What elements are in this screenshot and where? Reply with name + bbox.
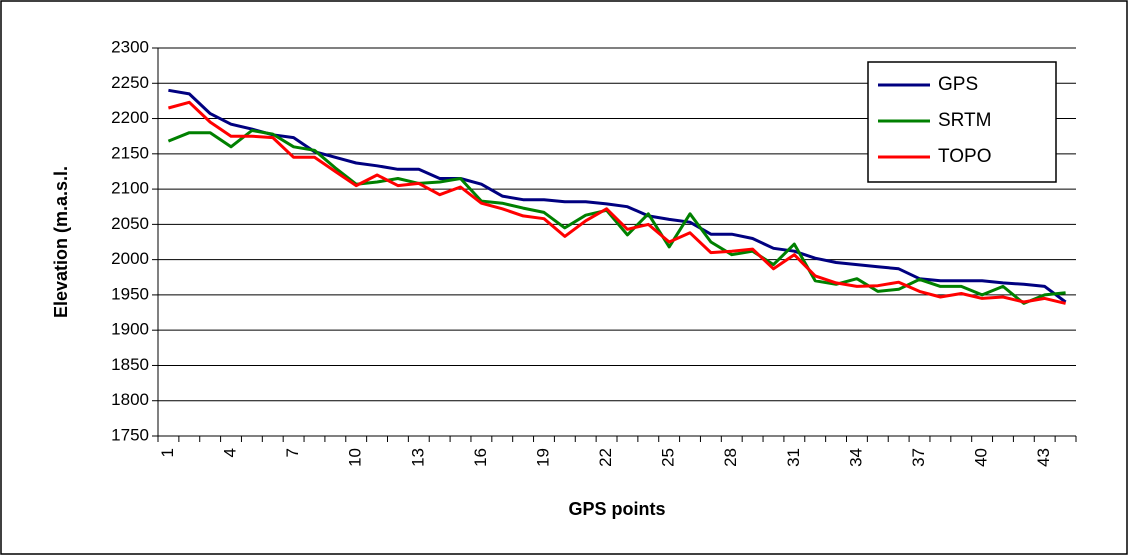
x-tick-label: 43 [1034,448,1053,467]
legend-label: TOPO [938,146,992,167]
legend-label: GPS [938,74,978,95]
y-tick-label: 1950 [111,284,149,303]
y-tick-label: 1750 [111,425,149,444]
y-axis-title: Elevation (m.a.s.l. [51,166,71,318]
y-tick-label: 2200 [111,108,149,127]
x-tick-label: 28 [721,448,740,467]
series-line [168,100,1066,305]
x-tick-label: 22 [596,448,615,467]
x-tick-label: 7 [283,448,302,457]
x-tick-label: 4 [221,448,240,457]
y-tick-label: 2150 [111,143,149,162]
legend: GPS SRTM TOPO [867,61,1057,183]
x-axis-title: GPS points [568,499,665,519]
y-tick-label: 1850 [111,355,149,374]
y-tick-label: 1900 [111,320,149,339]
y-tick-label: 1800 [111,390,149,409]
x-tick-label: 34 [846,448,865,467]
x-tick-label: 16 [471,448,490,467]
x-tick-label: 37 [909,448,928,467]
y-tick-label: 2300 [111,37,149,56]
x-tick-label: 1 [158,448,177,457]
y-tick-label: 2100 [111,179,149,198]
legend-label: SRTM [938,110,991,131]
x-tick-label: 25 [659,448,678,467]
y-tick-label: 2000 [111,249,149,268]
x-tick-label: 40 [972,448,991,467]
y-tick-label: 2050 [111,214,149,233]
y-tick-label: 2250 [111,73,149,92]
x-tick-label: 10 [346,448,365,467]
x-tick-label: 31 [784,448,803,467]
x-tick-label: 19 [533,448,552,467]
x-tick-label: 13 [408,448,427,467]
series-line [167,129,1066,305]
